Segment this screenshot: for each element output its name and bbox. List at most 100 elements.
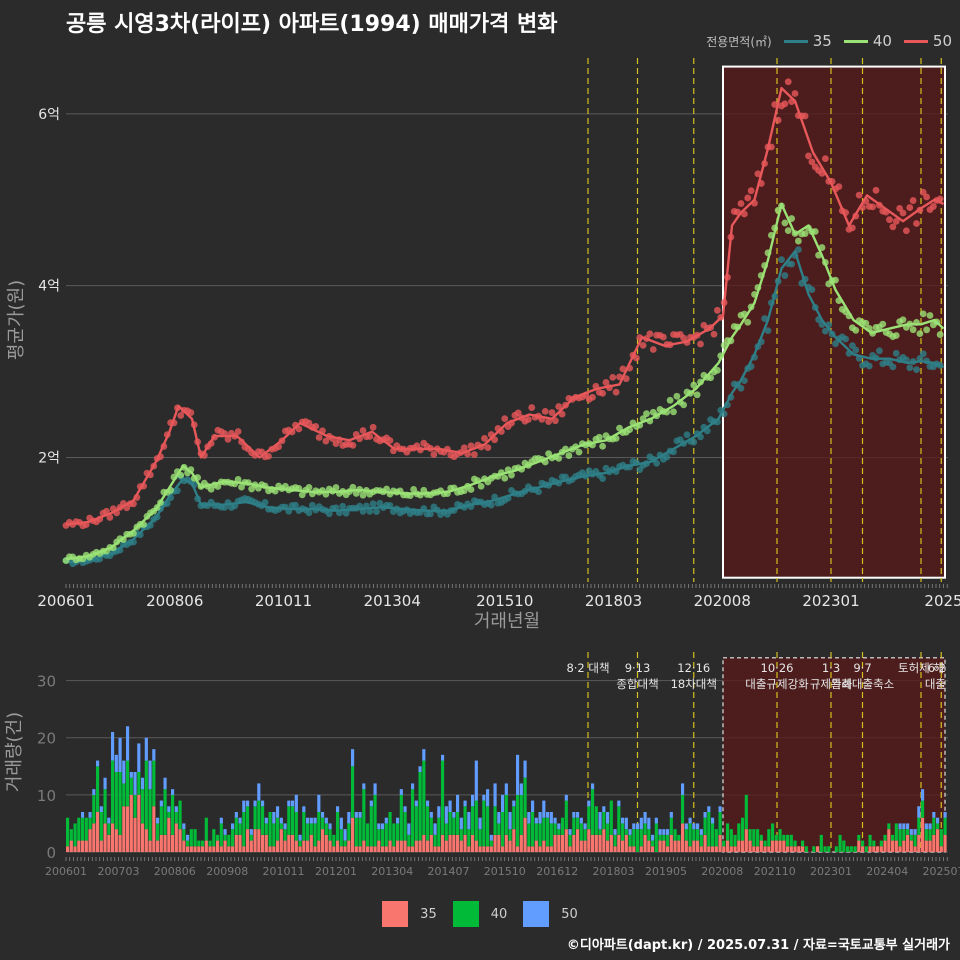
- x-tick-label-bottom: 201510: [484, 865, 526, 878]
- bar-segment-50: [107, 817, 111, 824]
- bar-segment-35: [249, 840, 253, 852]
- bar-segment-50: [699, 829, 703, 835]
- bar-segment-35: [894, 840, 898, 852]
- policy-annotation-label: 대출: [925, 677, 946, 691]
- bar-segment-35: [122, 806, 126, 852]
- bar-segment-40: [276, 817, 280, 841]
- bar-segment-35: [493, 834, 497, 852]
- bar-segment-35: [163, 834, 167, 852]
- bar-segment-35: [714, 846, 718, 852]
- scatter-point-50: [545, 418, 553, 426]
- bar-segment-40: [688, 823, 692, 847]
- bar-segment-50: [512, 800, 516, 807]
- bar-segment-40: [771, 823, 775, 841]
- bar-segment-35: [534, 840, 538, 852]
- bar-segment-50: [163, 777, 167, 790]
- bar-segment-35: [576, 829, 580, 852]
- bar-segment-35: [279, 829, 283, 852]
- bar-segment-50: [167, 806, 171, 812]
- bar-segment-40: [249, 834, 253, 841]
- bar-segment-40: [883, 834, 887, 841]
- bar-segment-35: [594, 834, 598, 852]
- bar-segment-50: [219, 817, 223, 824]
- bar-segment-50: [628, 829, 632, 835]
- bar-segment-35: [876, 846, 880, 852]
- bar-legend: 35 40 50: [0, 901, 960, 927]
- scatter-point-40: [467, 486, 475, 493]
- bar-segment-40: [478, 829, 482, 847]
- bar-segment-40: [411, 789, 415, 847]
- bar-segment-35: [354, 846, 358, 852]
- bar-segment-40: [88, 817, 92, 830]
- bar-segment-40: [673, 829, 677, 841]
- bar-segment-40: [306, 823, 310, 841]
- policy-annotation-label: 종합대책: [616, 677, 658, 691]
- scatter-point-50: [315, 434, 323, 441]
- bar-segment-35: [186, 846, 190, 852]
- y-tick-label-bottom: 10: [37, 787, 56, 805]
- bar-segment-50: [718, 806, 722, 812]
- policy-annotation-label: 8·2 대책: [566, 661, 609, 675]
- bar-segment-40: [264, 823, 268, 835]
- bar-segment-40: [756, 829, 760, 847]
- bar-segment-50: [943, 812, 947, 818]
- scatter-point-35: [683, 431, 691, 439]
- scatter-point-40: [508, 471, 515, 479]
- bar-segment-35: [523, 817, 527, 852]
- bar-segment-40: [201, 840, 205, 847]
- bar-segment-50: [358, 812, 362, 818]
- bar-segment-40: [174, 812, 178, 824]
- scatter-point-50: [312, 422, 320, 430]
- legend-label-40: 40: [872, 32, 892, 50]
- scatter-point-40: [784, 227, 792, 235]
- bar-segment-40: [129, 777, 133, 795]
- bar-segment-35: [688, 846, 692, 852]
- scatter-point-40: [673, 392, 681, 400]
- legend-item-40: 40: [843, 32, 892, 50]
- bar-segment-40: [103, 789, 107, 824]
- bar-segment-35: [381, 846, 385, 852]
- bar-segment-40: [219, 823, 223, 847]
- bar-segment-35: [887, 829, 891, 852]
- scatter-point-50: [528, 404, 536, 411]
- bar-segment-35: [928, 840, 932, 852]
- bar-segment-35: [486, 846, 490, 852]
- bar-segment-35: [92, 823, 96, 852]
- scatter-point-35: [865, 362, 873, 370]
- bar-segment-50: [294, 794, 298, 812]
- bar-segment-40: [137, 772, 141, 795]
- bar-segment-40: [167, 812, 171, 818]
- bar-segment-40: [549, 823, 553, 847]
- legend-swatch-35: [783, 39, 808, 43]
- bar-segment-40: [928, 829, 932, 841]
- bar-segment-50: [362, 783, 366, 790]
- scatter-point-50: [639, 341, 647, 349]
- x-tick-label-bottom: 200806: [154, 865, 196, 878]
- bar-segment-50: [909, 829, 913, 835]
- scatter-point-35: [663, 453, 671, 461]
- bar-segment-40: [84, 817, 88, 841]
- bar-segment-40: [493, 806, 497, 835]
- scatter-point-40: [936, 331, 944, 338]
- bar-segment-40: [257, 800, 261, 830]
- scatter-point-40: [852, 326, 860, 334]
- bar-segment-40: [538, 823, 542, 847]
- scatter-point-50: [430, 451, 438, 458]
- scatter-point-40: [383, 485, 391, 493]
- bar-segment-40: [752, 829, 756, 847]
- scatter-point-50: [646, 330, 654, 338]
- bar-segment-40: [722, 840, 726, 847]
- scatter-point-40: [923, 326, 931, 334]
- bar-segment-35: [287, 834, 291, 852]
- bar-segment-40: [144, 760, 148, 830]
- x-tick-label-bottom: 202404: [866, 865, 908, 878]
- bar-segment-35: [621, 840, 625, 852]
- bar-segment-40: [902, 829, 906, 841]
- bar-segment-35: [137, 794, 141, 852]
- bar-segment-35: [909, 840, 913, 852]
- scatter-point-50: [929, 203, 937, 210]
- bar-segment-35: [328, 840, 332, 852]
- scatter-point-35: [535, 488, 542, 496]
- scatter-point-50: [808, 158, 816, 166]
- bar-segment-35: [744, 829, 748, 852]
